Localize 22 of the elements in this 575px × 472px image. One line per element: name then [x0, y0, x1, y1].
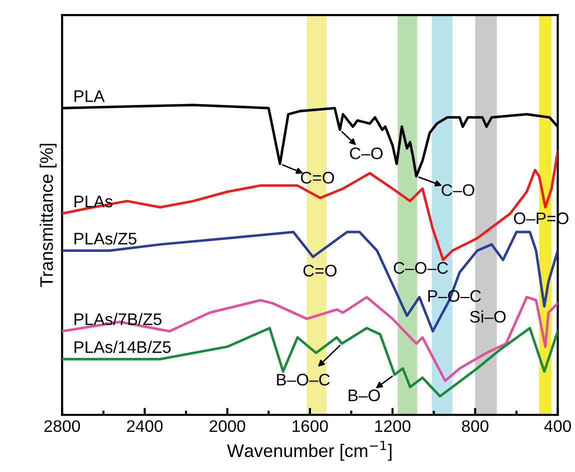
annotation: B–O — [348, 389, 380, 402]
series-label: PLAs/14B/Z5 — [74, 340, 171, 354]
x-tick-label: 2400 — [127, 420, 163, 432]
annotation: C=O — [303, 264, 337, 277]
x-tick-label: 800 — [462, 420, 488, 432]
series-label: PLA — [74, 90, 105, 102]
annotation: B–O–C — [277, 374, 330, 386]
x-axis-title: Wavenumber [cm$^{−1}$] — [227, 440, 392, 461]
x-tick-label: 1200 — [375, 420, 410, 432]
annotation: C–O — [442, 184, 474, 196]
series-label: PLAs/Z5 — [74, 232, 136, 245]
annotation: C–O — [350, 147, 383, 160]
x-tick-label: 1600 — [292, 420, 328, 432]
annotation: Si–O — [470, 310, 506, 323]
x-tick-label: 400 — [544, 420, 572, 432]
series-label: PLAs/7B/Z5 — [74, 312, 162, 326]
y-axis-title: Transmittance [%] — [40, 144, 57, 287]
annotation: C=O — [300, 172, 334, 184]
x-tick-label: 2000 — [210, 420, 246, 432]
series-label: PLAs — [74, 196, 112, 208]
x-tick-label: 2800 — [44, 420, 80, 432]
annotation: C–O–C — [394, 262, 448, 274]
